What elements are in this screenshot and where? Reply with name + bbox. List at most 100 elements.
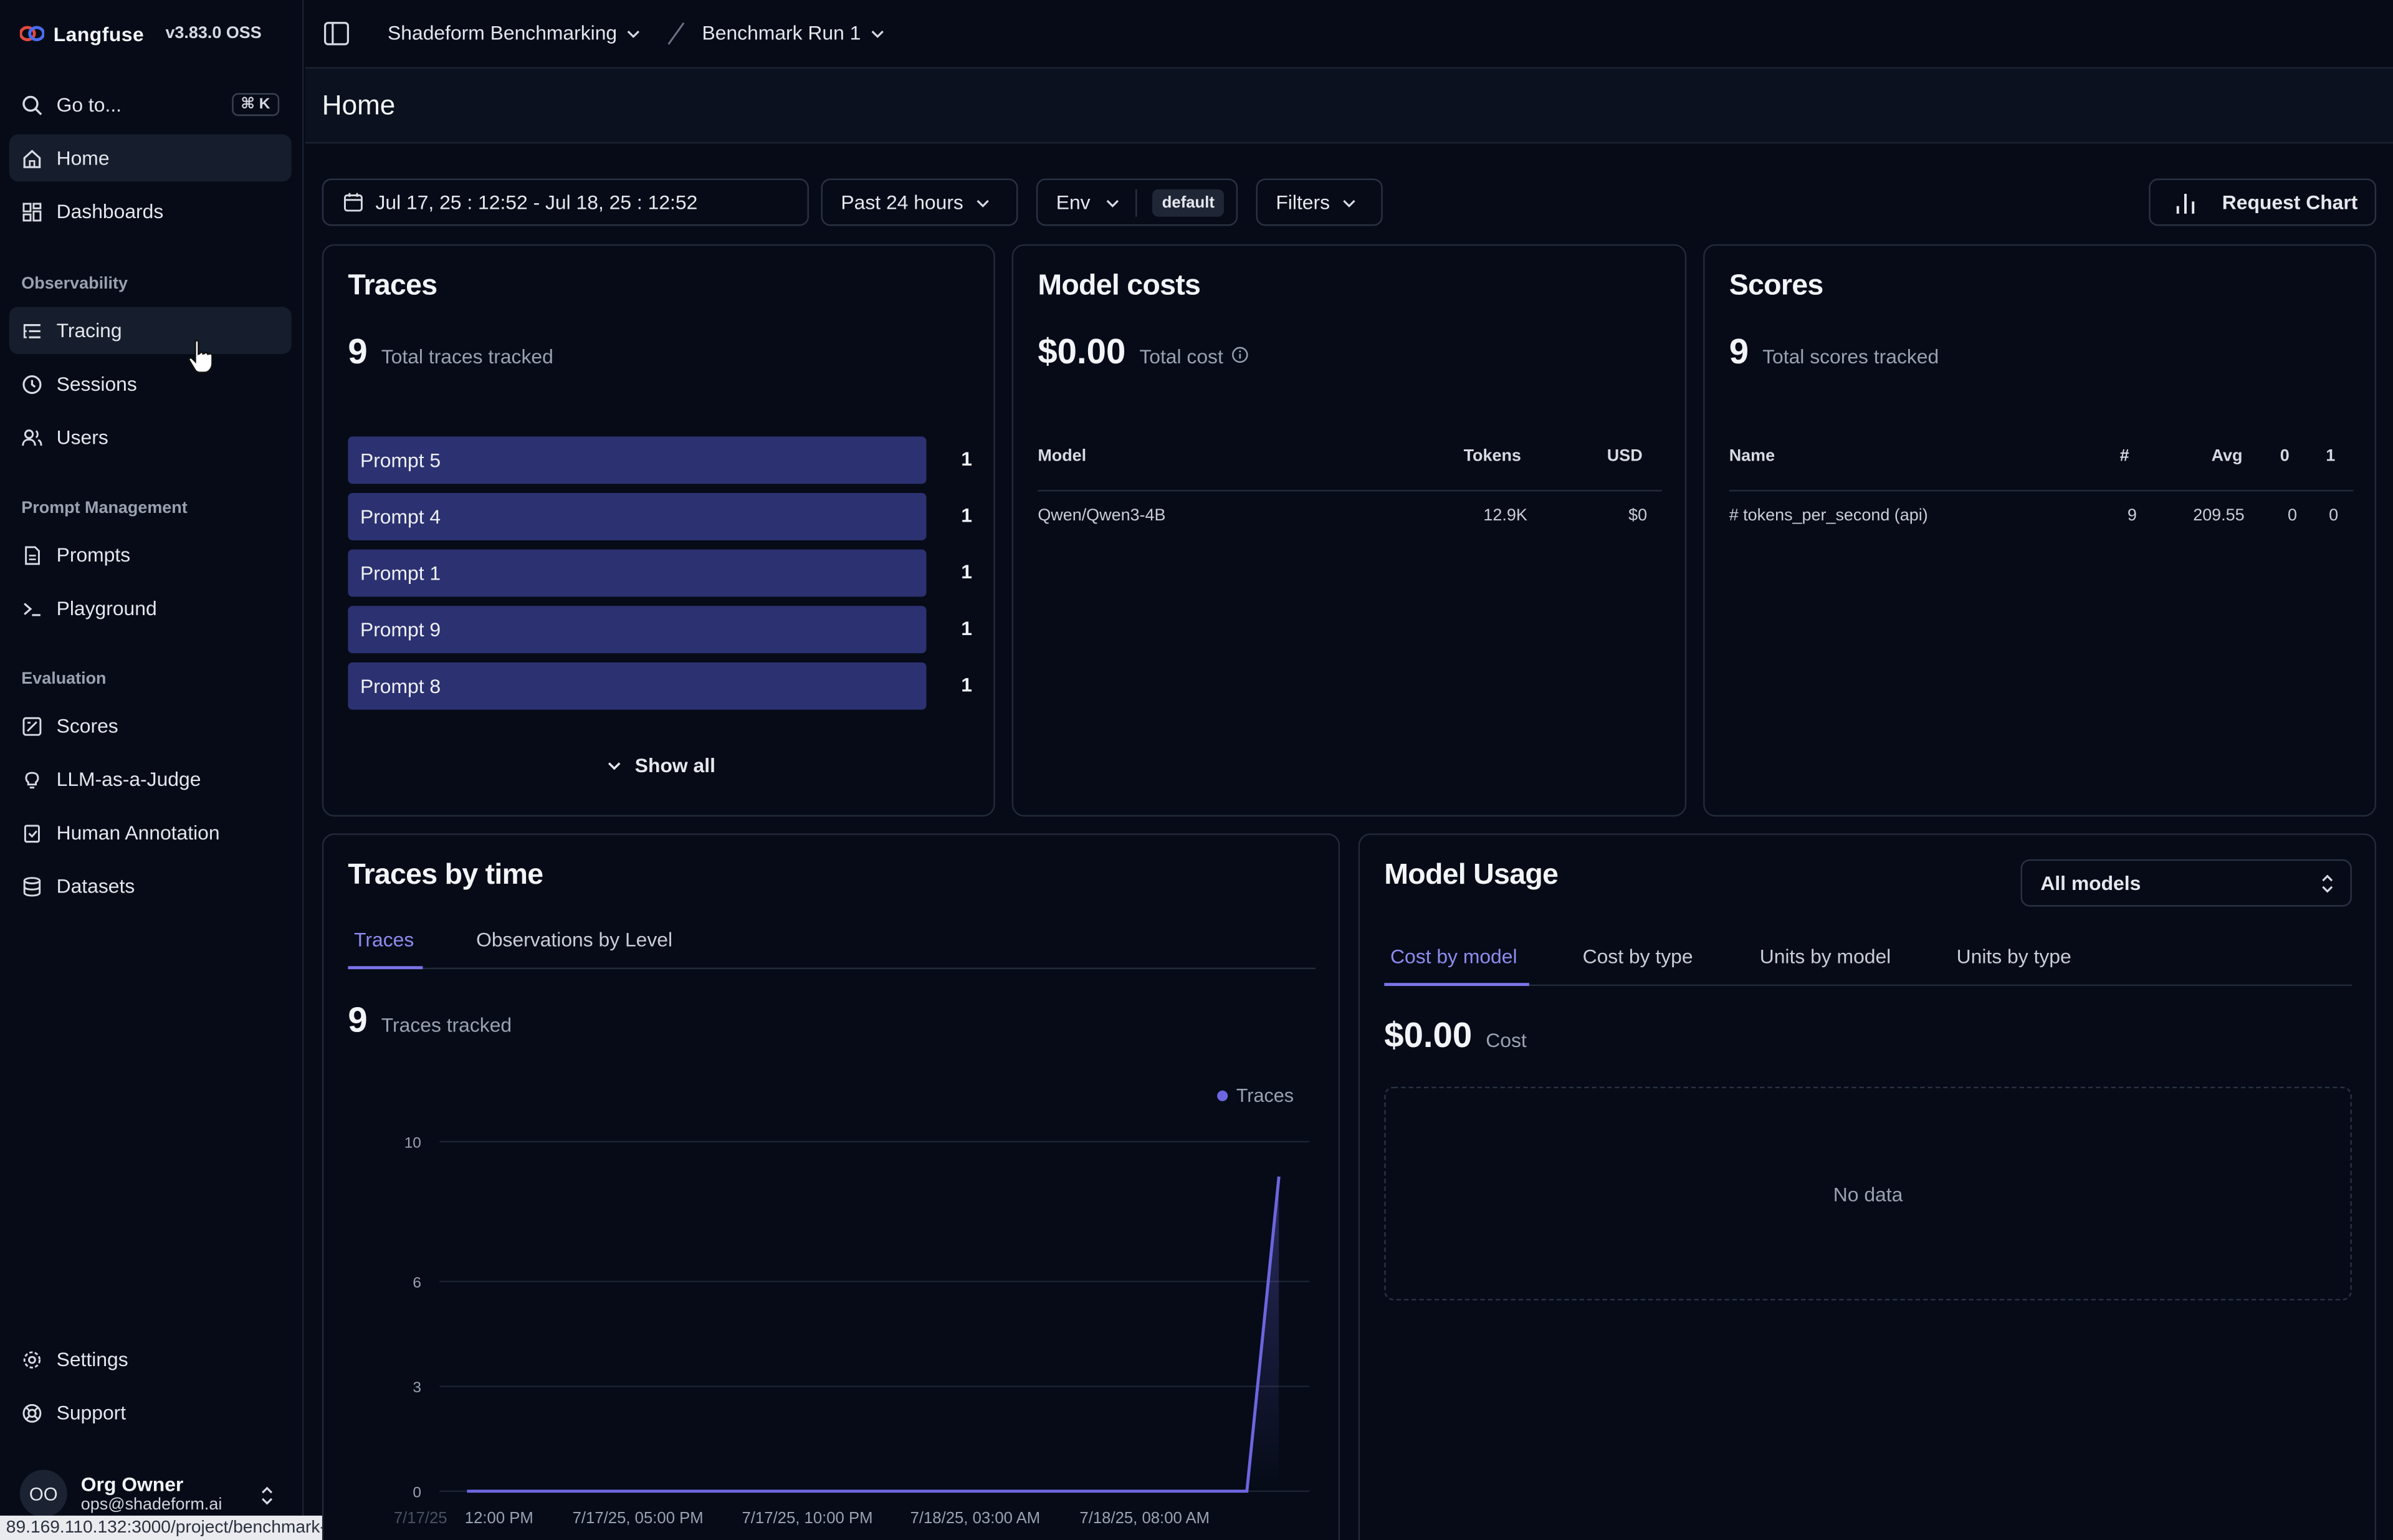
cost-metric: $0.00 Total cost: [1038, 331, 1249, 372]
sidebar-item-playground[interactable]: Playground: [9, 585, 292, 632]
trace-bar-label: Prompt 1: [360, 562, 441, 585]
sidebar-item-support[interactable]: Support: [9, 1389, 292, 1437]
terminal-icon: [24, 602, 41, 616]
request-chart-button[interactable]: Request Chart: [2149, 178, 2377, 226]
sidebar-item-prompts[interactable]: Prompts: [9, 531, 292, 578]
sidebar-item-users[interactable]: Users: [9, 414, 292, 461]
sidebar-item-label: Prompts: [56, 543, 131, 567]
sidebar-item-label: Human Annotation: [56, 821, 220, 844]
score-icon: [22, 716, 42, 735]
trace-bar-row[interactable]: Prompt 8 1: [348, 662, 972, 710]
sidebar-item-settings[interactable]: Settings: [9, 1336, 292, 1383]
sidebar-item-label: Settings: [56, 1347, 128, 1371]
sidebar: Langfuse v3.83.0 OSS Go to... ⌘ K Home D…: [0, 0, 304, 1540]
sidebar-item-dashboards[interactable]: Dashboards: [9, 188, 292, 235]
sidebar-item-label: Scores: [56, 714, 118, 737]
sidebar-item-datasets[interactable]: Datasets: [9, 863, 292, 910]
active-tab-indicator: [348, 966, 423, 970]
dashboard-icon: [22, 202, 42, 221]
sidebar-item-sessions[interactable]: Sessions: [9, 360, 292, 408]
chevron-down-icon: [871, 29, 884, 37]
trace-bar-row[interactable]: Prompt 9 1: [348, 606, 973, 654]
section-observability: Observability: [21, 274, 128, 294]
sidebar-item-scores[interactable]: Scores: [9, 702, 292, 750]
chevron-down-icon: [977, 199, 990, 207]
info-icon[interactable]: [1233, 347, 1249, 363]
period-label: Past 24 hours: [841, 191, 963, 214]
series-area: [467, 1176, 1279, 1491]
section-evaluation: Evaluation: [21, 670, 107, 689]
trace-bar-row[interactable]: Prompt 5 1: [348, 436, 972, 484]
traces-count: 9: [348, 331, 368, 371]
cell-tokens: 12.9K: [1483, 507, 1527, 525]
sidebar-item-llm-judge[interactable]: LLM-as-a-Judge: [9, 755, 292, 803]
date-range-label: Jul 17, 25 : 12:52 - Jul 18, 25 : 12:52: [375, 191, 698, 214]
scores-count-label: Total scores tracked: [1762, 345, 1939, 368]
tab-traces[interactable]: Traces: [354, 927, 414, 951]
col-header-avg: Avg: [2211, 447, 2243, 466]
show-all-button[interactable]: Show all: [606, 754, 715, 777]
table-divider: [1038, 490, 1662, 492]
tab-units-by-model[interactable]: Units by model: [1759, 944, 1891, 968]
tab-cost-by-type[interactable]: Cost by type: [1582, 944, 1693, 968]
x-tick-label: 7/17/25, 10:00 PM: [742, 1509, 872, 1527]
trace-bar-label: Prompt 9: [360, 618, 441, 641]
model-costs-title: Model costs: [1038, 270, 1201, 302]
page-title: Home: [322, 90, 396, 121]
filters-button[interactable]: Filters: [1256, 178, 1383, 226]
sidebar-toggle-icon[interactable]: [323, 21, 350, 45]
col-header-count: #: [2119, 447, 2129, 466]
usage-metric: $0.00 Cost: [1384, 1015, 1526, 1056]
home-icon: [23, 149, 41, 168]
chevrons-up-down-icon[interactable]: [259, 1485, 274, 1506]
brand-name: Langfuse: [53, 22, 145, 45]
tab-units-by-type[interactable]: Units by type: [1956, 944, 2071, 968]
goto-label: Go to...: [56, 93, 122, 117]
breadcrumb-org[interactable]: Shadeform Benchmarking: [388, 21, 641, 44]
tab-observations-by-level[interactable]: Observations by Level: [476, 927, 673, 951]
search-icon: [22, 95, 42, 115]
trace-bar-value: 1: [961, 504, 973, 527]
sidebar-item-human-annotation[interactable]: Human Annotation: [9, 809, 292, 856]
clock-icon: [22, 374, 42, 393]
traces-title: Traces: [348, 270, 437, 302]
breadcrumb-project[interactable]: Benchmark Run 1: [702, 21, 886, 44]
calendar-icon: [344, 193, 363, 212]
users-icon: [22, 428, 42, 445]
table-divider: [1729, 490, 2354, 492]
trace-bar-row[interactable]: Prompt 1 1: [348, 549, 972, 597]
env-filter[interactable]: Env default: [1036, 178, 1238, 226]
traces-time-metric: 9 Traces tracked: [348, 1000, 512, 1041]
sidebar-item-label: Dashboards: [56, 199, 164, 223]
cell-score-count: 9: [2127, 507, 2137, 525]
series-line-traces: [467, 1176, 1281, 1493]
date-range-picker[interactable]: Jul 17, 25 : 12:52 - Jul 18, 25 : 12:52: [322, 178, 809, 226]
env-value-badge: default: [1152, 188, 1224, 216]
goto-search[interactable]: Go to... ⌘ K: [9, 81, 292, 128]
col-header-usd: USD: [1607, 447, 1643, 466]
trace-bar-value: 1: [961, 616, 973, 640]
x-tick-label: 12:00 PM: [465, 1509, 533, 1527]
trace-bar-row[interactable]: Prompt 4 1: [348, 493, 972, 540]
model-select[interactable]: All models: [2020, 859, 2352, 907]
list-tree-icon: [23, 323, 41, 338]
period-select[interactable]: Past 24 hours: [821, 178, 1018, 226]
env-label: Env: [1056, 191, 1091, 214]
brand[interactable]: Langfuse v3.83.0 OSS: [19, 18, 262, 49]
trace-bar: [348, 436, 927, 484]
chevron-down-icon: [1107, 199, 1120, 207]
tabs-divider: [1384, 984, 2352, 987]
sidebar-item-tracing[interactable]: Tracing: [9, 307, 292, 355]
x-tick-label: 7/18/25, 03:00 AM: [910, 1509, 1041, 1527]
model-costs-card: Model costs $0.00 Total cost Model Token…: [1011, 244, 1687, 817]
sidebar-item-home[interactable]: Home: [9, 134, 292, 182]
trace-bar-label: Prompt 5: [360, 449, 441, 472]
breadcrumb-project-label: Benchmark Run 1: [702, 21, 861, 45]
user-menu[interactable]: OO Org Owner ops@shadeform.ai: [19, 1470, 222, 1518]
usage-cost-value: $0.00: [1384, 1015, 1473, 1055]
sidebar-item-label: LLM-as-a-Judge: [56, 767, 201, 791]
sidebar-item-label: Sessions: [56, 372, 137, 396]
tab-cost-by-model[interactable]: Cost by model: [1390, 944, 1517, 968]
y-tick-label: 6: [413, 1275, 421, 1291]
